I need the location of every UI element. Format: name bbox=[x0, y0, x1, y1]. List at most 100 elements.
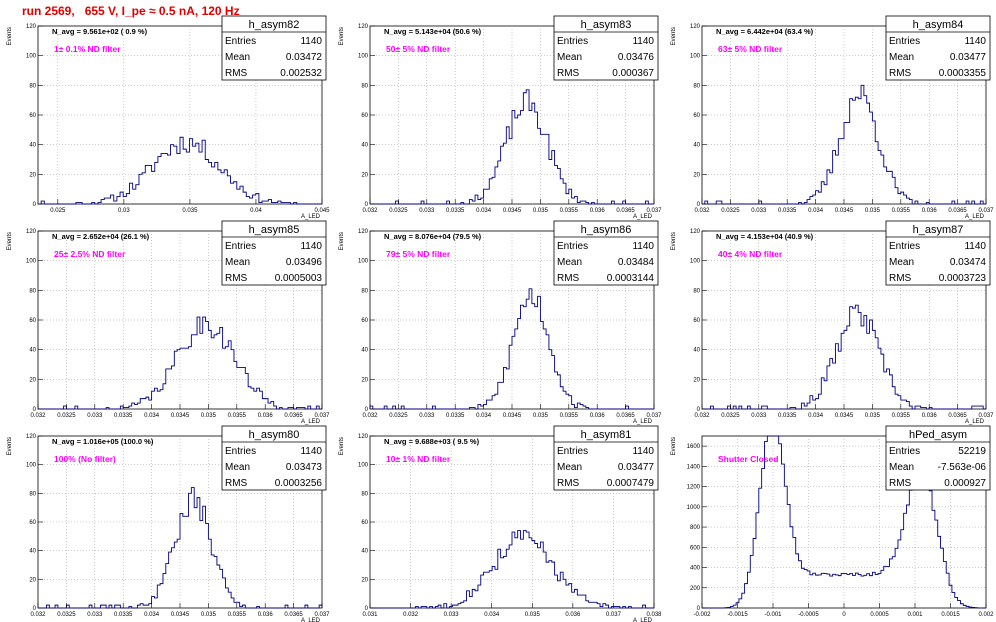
stats-label: RMS bbox=[557, 68, 580, 79]
y-tick-label: 40 bbox=[361, 549, 368, 555]
filter-label: Shutter Closed bbox=[718, 454, 778, 464]
y-tick-label: 60 bbox=[693, 318, 700, 324]
stats-label: RMS bbox=[557, 478, 580, 489]
x-axis-label: A_LED bbox=[965, 419, 985, 425]
y-tick-label: 1400 bbox=[687, 464, 701, 470]
x-tick-label: 0.036 bbox=[565, 612, 581, 618]
stats-label: Entries bbox=[225, 36, 256, 47]
filter-label: 40± 4% ND filter bbox=[718, 249, 783, 259]
y-tick-label: 0 bbox=[365, 202, 369, 208]
x-axis-label: A_LED bbox=[633, 618, 653, 622]
stats-box bbox=[553, 15, 659, 81]
x-tick-label: 0.0325 bbox=[57, 413, 76, 419]
y-tick-label: 60 bbox=[361, 318, 368, 324]
navg-label: N_avg = 5.143e+04 (50.6 %) bbox=[384, 27, 482, 36]
x-tick-label: 0.036 bbox=[590, 413, 606, 419]
y-tick-label: 80 bbox=[29, 83, 36, 89]
y-tick-label: 80 bbox=[361, 288, 368, 294]
x-tick-label: 0.0345 bbox=[171, 413, 190, 419]
stats-value: 0.03477 bbox=[950, 52, 987, 63]
x-tick-label: 0.0365 bbox=[948, 413, 967, 419]
y-tick-label: 600 bbox=[690, 545, 701, 551]
x-tick-label: 0.0015 bbox=[941, 612, 960, 618]
stats-value: 52219 bbox=[958, 446, 986, 457]
x-tick-label: -0.002 bbox=[693, 612, 711, 618]
y-tick-label: 40 bbox=[29, 549, 36, 555]
y-tick-label: 120 bbox=[690, 24, 701, 30]
y-tick-label: 100 bbox=[26, 259, 37, 265]
y-tick-label: 80 bbox=[693, 83, 700, 89]
x-tick-label: 0.0325 bbox=[389, 208, 408, 214]
stats-box bbox=[885, 425, 991, 491]
histogram-panel-9: -0.002 -0.0015 -0.001 -0.0005 0 0.0005 0.001 0.… bbox=[671, 425, 994, 618]
stats-value: 1140 bbox=[632, 36, 654, 47]
histogram-name: h_asym87 bbox=[913, 224, 964, 236]
filter-label: 100% (No filter) bbox=[54, 454, 116, 464]
stats-value: 1140 bbox=[964, 36, 986, 47]
y-tick-label: 20 bbox=[29, 377, 36, 383]
stats-label: Entries bbox=[557, 241, 588, 252]
x-tick-label: 0.032 bbox=[362, 208, 378, 214]
stats-value: 0.03472 bbox=[286, 52, 323, 63]
x-tick-label: 0.0335 bbox=[446, 413, 465, 419]
x-tick-label: 0.0365 bbox=[616, 208, 635, 214]
x-axis-label: A_LED bbox=[633, 419, 653, 425]
y-tick-label: 60 bbox=[29, 318, 36, 324]
x-axis-label: A_LED bbox=[301, 419, 321, 425]
x-tick-label: 0.037 bbox=[314, 612, 330, 618]
y-tick-label: 20 bbox=[361, 577, 368, 583]
y-tick-label: 120 bbox=[358, 229, 369, 235]
x-tick-label: 0.035 bbox=[533, 208, 549, 214]
y-tick-label: 40 bbox=[361, 348, 368, 354]
histogram-panel-7: 0.032 0.0325 0.033 0.0335 0.034 0.0345 0.035 0.… bbox=[7, 425, 330, 622]
stats-label: RMS bbox=[889, 478, 912, 489]
x-tick-label: 0.033 bbox=[751, 413, 767, 419]
stats-label: RMS bbox=[889, 273, 912, 284]
x-tick-label: 0.0335 bbox=[114, 612, 133, 618]
navg-label: N_avg = 6.442e+04 (63.4 %) bbox=[716, 27, 814, 36]
x-tick-label: 0.036 bbox=[258, 413, 274, 419]
x-tick-label: 0.035 bbox=[533, 413, 549, 419]
x-tick-label: 0.033 bbox=[751, 208, 767, 214]
x-tick-label: 0.0325 bbox=[721, 413, 740, 419]
y-tick-label: 40 bbox=[29, 143, 36, 149]
y-tick-label: 40 bbox=[361, 143, 368, 149]
y-tick-label: 0 bbox=[365, 407, 369, 413]
y-tick-label: 20 bbox=[361, 172, 368, 178]
x-tick-label: 0.0355 bbox=[228, 413, 247, 419]
histogram-name: h_asym84 bbox=[913, 19, 964, 31]
x-tick-label: 0.0345 bbox=[171, 612, 190, 618]
y-tick-label: 100 bbox=[690, 259, 701, 265]
x-tick-label: 0.034 bbox=[808, 208, 824, 214]
x-tick-label: 0.037 bbox=[978, 413, 994, 419]
navg-label: N_avg = 4.153e+04 (40.9 %) bbox=[716, 232, 814, 241]
stats-value: 1140 bbox=[632, 241, 654, 252]
stats-value: 1140 bbox=[300, 241, 322, 252]
x-tick-label: 0.0355 bbox=[560, 208, 579, 214]
stats-value: 0.002532 bbox=[280, 68, 322, 79]
stats-label: Entries bbox=[889, 36, 920, 47]
navg-label: N_avg = 2.652e+04 (26.1 %) bbox=[52, 232, 150, 241]
y-tick-label: 800 bbox=[690, 525, 701, 531]
y-tick-label: 120 bbox=[26, 24, 37, 30]
stats-label: RMS bbox=[225, 68, 248, 79]
stats-label: Mean bbox=[225, 462, 250, 473]
y-axis-label: Events bbox=[671, 437, 677, 455]
x-tick-label: 0.032 bbox=[362, 413, 378, 419]
x-tick-label: 0.033 bbox=[87, 413, 103, 419]
stats-value: 0.0007479 bbox=[607, 478, 655, 489]
histogram-line bbox=[38, 316, 322, 410]
stats-value: 0.0003256 bbox=[275, 478, 323, 489]
stats-value: 0.03477 bbox=[618, 462, 655, 473]
y-tick-label: 20 bbox=[693, 377, 700, 383]
stats-value: 0.000927 bbox=[944, 478, 986, 489]
stats-box bbox=[221, 425, 327, 491]
y-tick-label: 80 bbox=[361, 83, 368, 89]
y-tick-label: 200 bbox=[690, 586, 701, 592]
x-tick-label: 0.034 bbox=[808, 413, 824, 419]
y-tick-label: 20 bbox=[361, 377, 368, 383]
y-axis-label: Events bbox=[339, 27, 345, 45]
stats-value: 0.03484 bbox=[618, 257, 655, 268]
stats-label: Entries bbox=[557, 446, 588, 457]
y-axis-label: Events bbox=[339, 437, 345, 455]
